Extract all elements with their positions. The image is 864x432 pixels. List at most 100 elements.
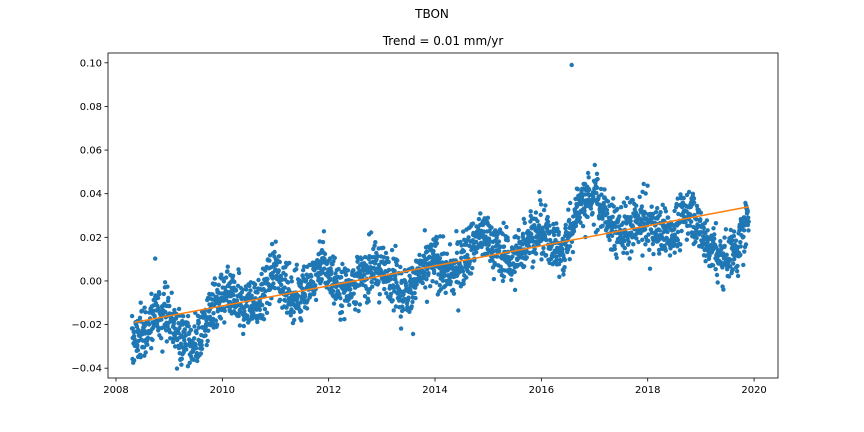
data-point	[356, 308, 361, 314]
data-point	[711, 226, 716, 231]
data-point	[510, 254, 515, 259]
data-point	[388, 277, 393, 282]
data-point	[359, 256, 364, 261]
data-point	[527, 250, 532, 256]
data-point	[319, 277, 324, 282]
data-point	[679, 228, 684, 234]
data-point	[321, 229, 327, 234]
data-point	[196, 325, 202, 330]
data-point	[575, 187, 580, 192]
data-point	[222, 285, 228, 290]
data-point	[481, 229, 487, 234]
data-point	[643, 191, 648, 196]
data-point	[132, 358, 137, 363]
data-point	[731, 233, 736, 239]
data-point	[451, 291, 457, 296]
data-point	[409, 304, 414, 309]
data-point	[547, 237, 553, 243]
data-point	[194, 345, 199, 351]
data-point	[422, 269, 427, 275]
data-point	[214, 322, 220, 327]
data-point	[139, 308, 145, 313]
data-point	[687, 223, 692, 228]
data-point	[567, 217, 572, 223]
data-point	[184, 347, 189, 352]
data-point	[347, 302, 352, 308]
data-point	[135, 348, 141, 353]
data-point	[512, 269, 517, 275]
data-point	[579, 202, 584, 207]
data-point	[414, 282, 419, 287]
data-point	[595, 227, 600, 233]
data-point	[722, 235, 727, 240]
data-point	[742, 249, 747, 254]
data-point	[640, 253, 645, 258]
data-point	[494, 235, 499, 240]
data-point	[353, 300, 359, 305]
data-point	[444, 251, 450, 256]
data-point	[437, 256, 443, 261]
data-point	[440, 234, 446, 239]
data-point	[129, 313, 135, 319]
data-point	[413, 295, 418, 301]
data-point	[724, 252, 729, 257]
data-point	[514, 243, 519, 248]
data-point	[331, 301, 337, 306]
data-point	[431, 248, 436, 254]
data-point	[277, 259, 282, 265]
data-point	[331, 259, 336, 264]
data-point	[255, 319, 260, 325]
data-point	[578, 220, 583, 225]
data-point	[738, 252, 743, 258]
data-point	[628, 215, 633, 220]
data-point	[538, 212, 543, 217]
data-point	[573, 213, 578, 218]
data-point	[460, 269, 466, 274]
data-point	[287, 260, 292, 266]
data-point	[657, 251, 662, 256]
data-point	[177, 325, 182, 331]
data-point	[394, 262, 399, 268]
data-point	[689, 219, 694, 224]
data-point	[276, 268, 281, 273]
data-point	[693, 239, 698, 245]
data-point	[658, 210, 663, 215]
data-point	[745, 222, 751, 228]
data-point	[299, 279, 304, 284]
data-point	[532, 224, 537, 230]
data-point	[698, 210, 703, 215]
data-point	[478, 211, 483, 216]
data-point	[398, 314, 403, 319]
data-point	[560, 246, 565, 252]
data-point	[392, 268, 397, 274]
data-point	[588, 206, 594, 211]
data-point	[332, 255, 337, 261]
axes-frame	[107, 52, 779, 379]
data-point	[468, 271, 474, 276]
data-point	[317, 239, 322, 244]
data-point	[256, 277, 261, 283]
data-point	[496, 239, 502, 244]
x-tick-label: 2020	[741, 385, 766, 396]
data-point	[647, 266, 653, 271]
data-point	[617, 214, 622, 219]
data-point	[473, 239, 479, 244]
data-point	[248, 288, 253, 293]
data-point	[738, 244, 743, 249]
data-point	[557, 274, 562, 279]
data-point	[218, 316, 224, 321]
x-tick-label: 2010	[210, 385, 235, 396]
data-point	[623, 203, 628, 209]
data-point	[735, 263, 740, 269]
data-point	[627, 256, 632, 261]
data-point	[233, 287, 239, 293]
data-point	[312, 290, 317, 295]
data-point	[485, 215, 491, 220]
data-point	[722, 243, 727, 249]
data-point	[329, 269, 334, 274]
data-point	[555, 226, 560, 231]
data-point	[456, 308, 461, 313]
data-point	[730, 238, 735, 243]
data-point	[185, 313, 191, 319]
data-point	[566, 207, 571, 212]
